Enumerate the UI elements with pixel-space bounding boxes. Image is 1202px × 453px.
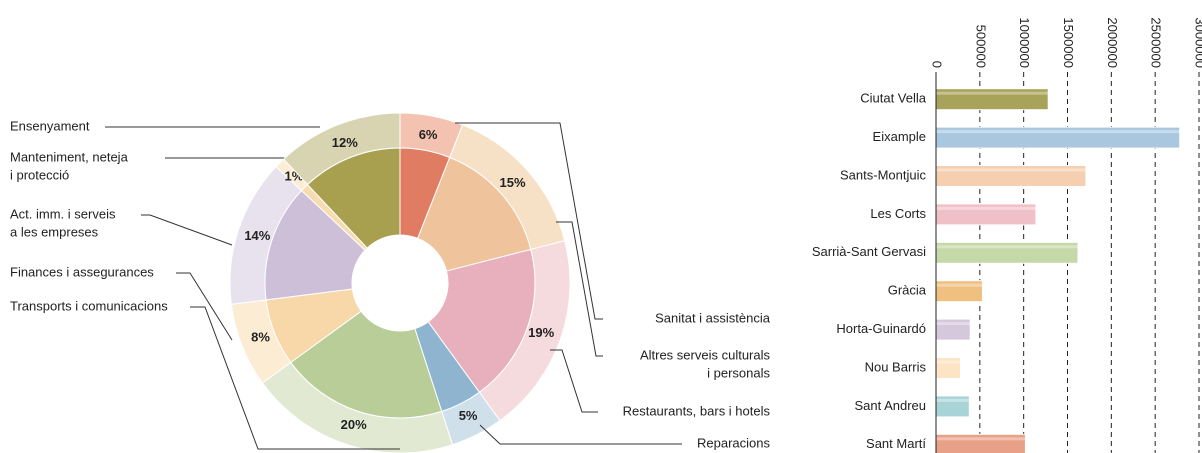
slice-label: i personals bbox=[707, 365, 770, 380]
x-tick-label: 0 bbox=[930, 61, 945, 68]
y-tick-label: Gràcia bbox=[888, 283, 927, 298]
bar-shine bbox=[936, 206, 1036, 210]
value-label: 20% bbox=[341, 417, 367, 432]
x-tick-label: 1500000 bbox=[1061, 17, 1076, 68]
y-tick-label: Ciutat Vella bbox=[860, 91, 927, 106]
slice-label: Finances i assegurances bbox=[10, 264, 154, 279]
value-label: 6% bbox=[419, 127, 438, 142]
leader-line bbox=[479, 424, 682, 445]
bar-shine bbox=[936, 168, 1086, 172]
x-tick-label: 500000 bbox=[973, 25, 988, 68]
leader-line bbox=[455, 122, 603, 320]
slice-label: Restaurants, bars i hotels bbox=[623, 403, 771, 418]
leader-line bbox=[176, 272, 233, 341]
x-tick-label: 1000000 bbox=[1017, 17, 1032, 68]
y-tick-label: Nou Barris bbox=[865, 359, 927, 374]
x-tick-label: 3000000 bbox=[1193, 17, 1202, 68]
leader-line bbox=[556, 221, 603, 357]
leader-line bbox=[550, 349, 598, 413]
bar-shine bbox=[936, 245, 1079, 249]
y-tick-label: Sants-Montjuic bbox=[840, 167, 926, 182]
value-label: 19% bbox=[528, 325, 554, 340]
donut-hole bbox=[352, 235, 448, 331]
bar-shine bbox=[936, 398, 970, 402]
y-tick-label: Les Corts bbox=[870, 206, 926, 221]
x-tick-label: 2500000 bbox=[1149, 17, 1164, 68]
value-label: 15% bbox=[500, 175, 526, 190]
slice-label: Sanitat i assistència bbox=[655, 310, 771, 325]
value-label: 5% bbox=[459, 408, 478, 423]
slice-label: a les empreses bbox=[10, 224, 99, 239]
slice-label: Act. imm. i serveis bbox=[10, 206, 116, 221]
leader-line bbox=[190, 306, 400, 450]
slice-label: Altres serveis culturals bbox=[640, 347, 771, 362]
bar-shine bbox=[936, 283, 983, 287]
slice-label: Transports i comunicacions bbox=[10, 298, 168, 313]
bar-shine bbox=[936, 322, 971, 326]
y-tick-label: Horta-Guinardó bbox=[836, 321, 926, 336]
leader-line bbox=[141, 214, 233, 246]
bar bbox=[935, 433, 1026, 453]
bar-shine bbox=[936, 437, 1026, 441]
bar-shine bbox=[936, 130, 1180, 134]
y-tick-label: Sarrià-Sant Gervasi bbox=[812, 244, 926, 259]
slice-label: Manteniment, neteja bbox=[10, 149, 129, 164]
value-label: 12% bbox=[332, 135, 358, 150]
slice-label: i protecció bbox=[10, 167, 69, 182]
slice-label: Reparacions bbox=[697, 435, 770, 450]
slice-label: Ensenyament bbox=[10, 118, 90, 133]
y-tick-label: Eixample bbox=[873, 129, 926, 144]
y-tick-label: Sant Martí bbox=[866, 436, 926, 451]
x-tick-label: 2000000 bbox=[1105, 17, 1120, 68]
value-label: 8% bbox=[251, 330, 270, 345]
bar-shine bbox=[936, 91, 1049, 95]
y-tick-label: Sant Andreu bbox=[854, 398, 926, 413]
value-label: 14% bbox=[244, 228, 270, 243]
bar-shine bbox=[936, 360, 961, 364]
